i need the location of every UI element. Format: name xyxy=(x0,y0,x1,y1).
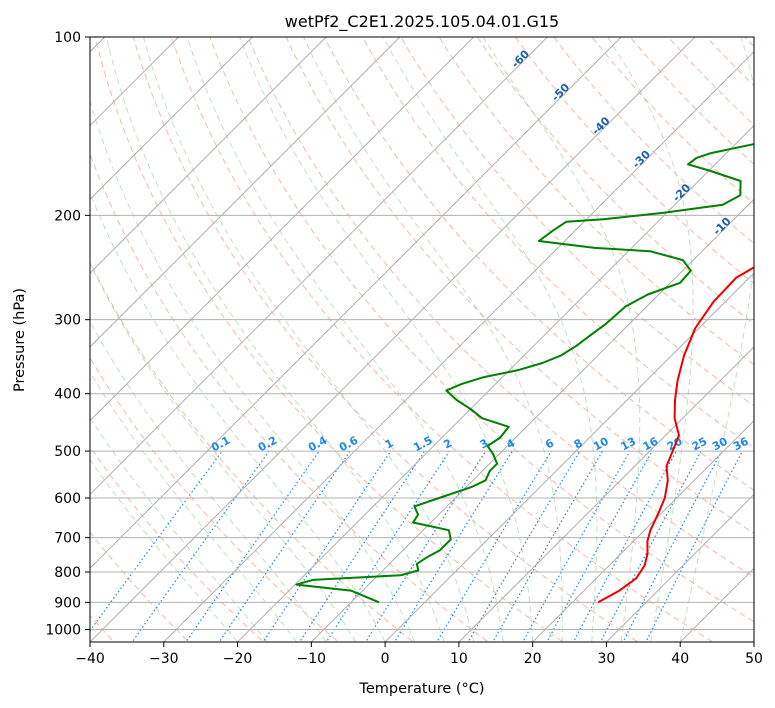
isotherm-line xyxy=(458,346,754,642)
mixing-ratio-label: 30 xyxy=(710,435,730,454)
isotherm-line xyxy=(90,37,253,201)
dry-adiabat-line xyxy=(514,37,754,285)
y-tick-label: 100 xyxy=(54,30,81,46)
y-tick-label: 600 xyxy=(54,491,81,507)
moist-adiabat-line xyxy=(303,37,563,642)
isotherm-line xyxy=(237,124,754,642)
moist-adiabat-line xyxy=(90,262,357,642)
background-lines xyxy=(90,37,754,642)
dry-adiabat-line xyxy=(90,260,415,642)
y-tick-label: 300 xyxy=(54,313,81,329)
x-tick-label: −10 xyxy=(297,651,327,667)
x-tick-label: 10 xyxy=(450,651,468,667)
mixing-ratio-label: 36 xyxy=(731,435,751,454)
isotherm-line xyxy=(90,37,401,348)
y-tick-label: 700 xyxy=(54,531,81,547)
isotherm-line xyxy=(606,493,754,642)
mixing-ratio-line xyxy=(599,451,702,642)
mixing-ratio-line xyxy=(298,451,425,642)
moist-adiabat-line xyxy=(239,37,534,642)
moist-adiabat-line xyxy=(90,458,238,642)
x-axis-title: Temperature (°C) xyxy=(358,681,484,697)
dry-adiabat-line xyxy=(629,37,754,165)
chart-title: wetPf2_C2E1.2025.105.04.01.G15 xyxy=(285,12,559,32)
isotherm-line xyxy=(90,37,327,274)
dry-adiabat-line xyxy=(285,37,754,534)
dry-adiabat-line xyxy=(438,37,754,366)
temperature-profile-line xyxy=(597,266,754,604)
x-tick-label: −40 xyxy=(75,651,105,667)
dry-adiabat-line xyxy=(90,152,490,642)
mixing-ratio-line xyxy=(492,451,603,642)
mixing-ratio-label: 16 xyxy=(641,435,661,454)
mixing-ratio-line xyxy=(262,451,391,642)
isotherm-line xyxy=(532,419,754,642)
isotherm-line xyxy=(90,37,548,496)
mixing-ratio-line xyxy=(522,451,631,642)
dry-adiabat-line xyxy=(90,356,340,642)
moist-adiabat-line xyxy=(142,37,475,642)
dry-adiabat-line xyxy=(209,37,754,623)
mixing-ratio-line xyxy=(436,451,552,642)
dry-adiabat-line xyxy=(90,446,265,642)
dry-adiabat-line xyxy=(323,37,754,491)
mixing-ratio-line xyxy=(467,451,581,642)
x-tick-label: 50 xyxy=(745,651,763,667)
mixing-ratio-label: 25 xyxy=(690,435,710,454)
mixing-ratio-line xyxy=(572,451,677,642)
mixing-ratio-line xyxy=(90,451,223,632)
dry-adiabat-line xyxy=(171,37,714,642)
plot-frame xyxy=(89,36,755,643)
isotherm-line xyxy=(90,37,475,422)
x-tick-label: 40 xyxy=(671,651,689,667)
y-tick-label: 200 xyxy=(54,208,81,224)
isotherm-line xyxy=(90,37,696,642)
mixing-ratio-label: 13 xyxy=(619,435,639,454)
y-tick-label: 1000 xyxy=(45,622,81,638)
dry-adiabat-line xyxy=(132,37,639,642)
mixing-ratio-line xyxy=(131,451,270,642)
dry-adiabat-line xyxy=(400,37,754,407)
x-tick-label: 30 xyxy=(598,651,616,667)
y-tick-label: 400 xyxy=(54,387,81,403)
y-axis-title: Pressure (hPa) xyxy=(12,288,28,392)
moist-adiabat-line xyxy=(105,37,445,642)
x-tick-label: −20 xyxy=(223,651,253,667)
dry-adiabat-line xyxy=(476,37,754,325)
moist-adiabat-line xyxy=(607,37,694,642)
x-tick-label: 0 xyxy=(381,651,390,667)
moist-adiabat-line xyxy=(186,37,504,642)
mixing-ratio-line xyxy=(622,451,722,642)
moist-adiabat-line xyxy=(90,416,268,642)
mixing-ratio-line xyxy=(218,451,351,642)
isotherm-line xyxy=(310,198,754,642)
dry-adiabat-line xyxy=(591,37,754,205)
x-tick-label: −30 xyxy=(149,651,179,667)
moist-adiabat-line xyxy=(482,37,641,642)
y-tick-label: 500 xyxy=(54,444,81,460)
y-tick-label: 900 xyxy=(54,595,81,611)
moist-adiabat-line xyxy=(90,371,297,642)
dry-adiabat-line xyxy=(94,37,564,642)
mixing-ratio-label: 10 xyxy=(591,435,611,454)
dewpoint-profile-line xyxy=(295,143,754,604)
mixing-ratio-line xyxy=(364,451,486,642)
moist-adiabat-line xyxy=(90,191,386,642)
isotherm-line xyxy=(90,37,622,569)
isotherm-line xyxy=(384,272,754,642)
moist-adiabat-line xyxy=(382,37,598,642)
axis-ticks: −40 −30 −20 −10 0 10 20 30 40 50 100 200 300 400 500 60… xyxy=(45,30,763,667)
y-tick-label: 800 xyxy=(54,565,81,581)
moist-adiabat-line xyxy=(679,37,754,642)
x-tick-label: 20 xyxy=(524,651,542,667)
isotherm-line xyxy=(163,51,754,642)
dry-adiabat-line xyxy=(247,37,754,578)
mixing-ratio-line xyxy=(546,451,653,642)
profile-series xyxy=(295,143,754,604)
moist-adiabat-line xyxy=(90,320,327,642)
mixing-ratio-line xyxy=(645,451,743,642)
